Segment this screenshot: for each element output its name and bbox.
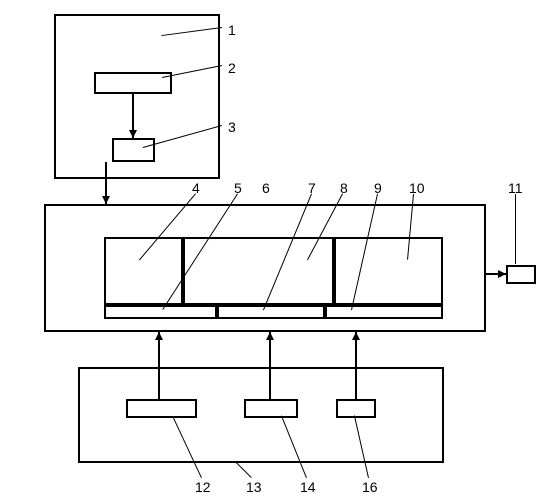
arrow-head-low3_up [352,332,360,340]
box-bottom_strip_5 [104,305,217,319]
label-l16: 16 [362,479,378,495]
arrow-shaft-low3_up [355,332,357,399]
arrow-shaft-low2_up [269,332,271,399]
label-l11: 11 [508,180,523,196]
box-inner_block_10 [334,237,443,305]
diagram-canvas: 123456789101112131416 [0,0,557,503]
label-l8: 8 [340,180,348,196]
label-l3: 3 [228,119,236,135]
arrow-head-mid_to_11 [498,270,506,278]
arrow-head-low1_up [155,332,163,340]
box-bottom_strip_9 [325,305,443,319]
label-l5: 5 [234,180,242,196]
label-l9: 9 [374,180,382,196]
box-box_under_16 [336,399,376,418]
box-box_right_11 [506,265,536,284]
arrow-head-top1_to_2 [129,130,137,138]
label-l13: 13 [246,479,262,495]
box-box_under_14 [244,399,298,418]
label-l2: 2 [228,60,236,76]
label-l12: 12 [195,479,211,495]
label-l10: 10 [409,180,425,196]
label-l4: 4 [192,180,200,196]
box-box_under_2 [94,72,172,94]
box-bottom_strip_7 [217,305,325,319]
leader-l11 [515,194,516,264]
label-l14: 14 [300,479,316,495]
arrow-shaft-low1_up [158,332,160,399]
box-box_under_12 [126,399,197,418]
label-l7: 7 [308,180,316,196]
label-l6: 6 [262,180,270,196]
box-inner_block_8 [183,237,334,305]
arrow-head-low2_up [266,332,274,340]
leader-l13 [235,461,252,478]
box-box_under_3 [112,138,155,162]
label-l1: 1 [228,22,236,38]
arrow-head-top2_to_mid [102,196,110,204]
